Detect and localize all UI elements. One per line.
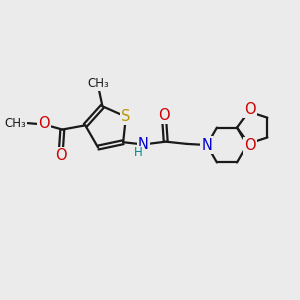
Text: CH₃: CH₃ bbox=[4, 117, 26, 130]
Text: CH₃: CH₃ bbox=[88, 77, 110, 90]
Text: N: N bbox=[138, 137, 149, 152]
Text: N: N bbox=[201, 137, 212, 152]
Text: S: S bbox=[121, 109, 130, 124]
Text: O: O bbox=[244, 138, 256, 153]
Text: O: O bbox=[38, 116, 50, 131]
Text: O: O bbox=[244, 102, 256, 117]
Text: O: O bbox=[158, 108, 170, 123]
Text: O: O bbox=[55, 148, 67, 163]
Text: H: H bbox=[134, 146, 143, 159]
